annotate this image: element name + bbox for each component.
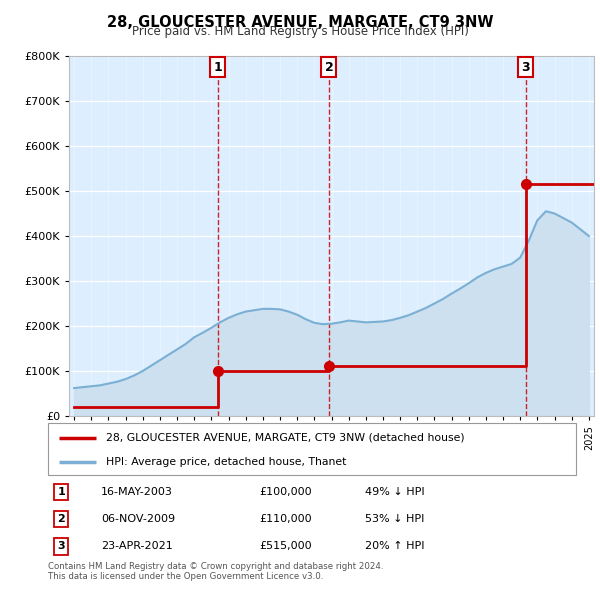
Text: £100,000: £100,000: [259, 487, 312, 497]
Text: 2: 2: [325, 61, 334, 74]
Text: 3: 3: [521, 61, 530, 74]
Text: 53% ↓ HPI: 53% ↓ HPI: [365, 514, 424, 525]
Text: 06-NOV-2009: 06-NOV-2009: [101, 514, 175, 525]
Text: 20% ↑ HPI: 20% ↑ HPI: [365, 542, 424, 552]
Text: This data is licensed under the Open Government Licence v3.0.: This data is licensed under the Open Gov…: [48, 572, 323, 581]
Text: 16-MAY-2003: 16-MAY-2003: [101, 487, 173, 497]
Text: 1: 1: [214, 61, 222, 74]
Text: Price paid vs. HM Land Registry's House Price Index (HPI): Price paid vs. HM Land Registry's House …: [131, 25, 469, 38]
Text: 28, GLOUCESTER AVENUE, MARGATE, CT9 3NW: 28, GLOUCESTER AVENUE, MARGATE, CT9 3NW: [107, 15, 493, 30]
Text: Contains HM Land Registry data © Crown copyright and database right 2024.: Contains HM Land Registry data © Crown c…: [48, 562, 383, 571]
Text: £110,000: £110,000: [259, 514, 312, 525]
Text: 49% ↓ HPI: 49% ↓ HPI: [365, 487, 424, 497]
Text: 28, GLOUCESTER AVENUE, MARGATE, CT9 3NW (detached house): 28, GLOUCESTER AVENUE, MARGATE, CT9 3NW …: [106, 432, 465, 442]
Text: 23-APR-2021: 23-APR-2021: [101, 542, 173, 552]
FancyBboxPatch shape: [48, 423, 576, 475]
Text: 1: 1: [58, 487, 65, 497]
Text: 2: 2: [58, 514, 65, 525]
Text: £515,000: £515,000: [259, 542, 312, 552]
Text: 3: 3: [58, 542, 65, 552]
Text: HPI: Average price, detached house, Thanet: HPI: Average price, detached house, Than…: [106, 457, 346, 467]
